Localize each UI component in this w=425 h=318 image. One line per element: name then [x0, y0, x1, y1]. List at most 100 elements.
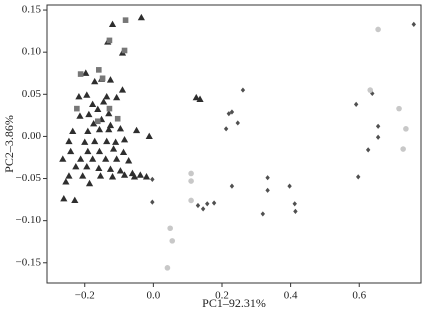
data-point	[356, 174, 361, 180]
data-point	[169, 238, 176, 244]
data-point	[188, 178, 194, 184]
data-point	[292, 201, 297, 207]
data-point	[205, 201, 210, 207]
data-point	[353, 101, 359, 108]
data-point	[96, 67, 102, 73]
data-point	[188, 170, 194, 177]
data-point	[375, 123, 381, 129]
data-point	[287, 183, 292, 189]
data-point	[260, 211, 266, 217]
x-tick-label: 0.6	[352, 290, 366, 302]
data-point	[89, 155, 97, 162]
data-point	[121, 47, 128, 54]
data-point	[119, 148, 128, 156]
data-point	[100, 98, 108, 105]
data-point	[229, 109, 235, 115]
data-point	[118, 86, 127, 93]
data-point	[226, 111, 232, 117]
data-point	[106, 165, 115, 172]
data-point	[122, 17, 129, 23]
data-point	[102, 155, 110, 162]
data-point	[211, 200, 217, 206]
data-point	[196, 95, 204, 102]
data-point	[137, 13, 145, 21]
data-point	[95, 125, 104, 133]
data-point	[91, 77, 99, 85]
data-point	[240, 87, 246, 93]
data-point	[95, 147, 104, 155]
data-point	[84, 127, 92, 134]
y-tick-label: −0.15	[16, 256, 42, 268]
data-point	[89, 100, 97, 108]
data-point	[120, 135, 129, 143]
data-point	[142, 173, 151, 180]
data-point	[132, 126, 141, 134]
data-point	[103, 137, 111, 145]
data-point	[167, 225, 173, 232]
data-point	[192, 93, 200, 101]
data-point	[94, 105, 102, 113]
data-point	[74, 105, 80, 112]
data-point	[106, 37, 113, 44]
data-point	[60, 194, 68, 202]
data-point	[164, 265, 171, 271]
data-point	[396, 105, 402, 112]
data-point	[265, 175, 270, 181]
data-point	[82, 69, 90, 76]
data-point	[150, 176, 155, 182]
y-tick-label: −0.10	[16, 214, 42, 226]
data-point	[108, 173, 117, 180]
data-point	[106, 105, 113, 112]
data-point	[188, 197, 194, 204]
data-point	[90, 119, 98, 127]
data-point	[69, 127, 77, 134]
data-point	[375, 26, 381, 33]
data-point	[223, 126, 229, 132]
y-tick-label: 0.00	[22, 130, 42, 142]
data-point	[108, 20, 117, 27]
data-point	[400, 146, 406, 152]
x-tick-label: 0.0	[146, 290, 160, 302]
x-tick-label: 0.2	[215, 290, 229, 302]
x-tick-label: 0.4	[284, 290, 298, 302]
data-point	[99, 75, 106, 82]
data-point	[136, 171, 144, 178]
data-point	[411, 21, 416, 27]
plot-frame	[46, 4, 422, 284]
data-point	[200, 206, 206, 212]
data-point	[367, 87, 374, 93]
data-point	[375, 134, 381, 140]
data-point	[83, 91, 91, 98]
data-point	[65, 137, 73, 145]
data-point	[114, 115, 121, 122]
data-point	[120, 171, 129, 178]
data-point	[113, 93, 121, 101]
data-point	[130, 173, 139, 180]
data-point	[72, 162, 80, 170]
data-point	[91, 137, 99, 145]
data-point	[195, 202, 201, 209]
data-point	[106, 121, 115, 129]
data-point	[112, 138, 120, 145]
data-point	[65, 172, 73, 179]
data-point	[77, 71, 84, 77]
y-tick-label: 0.05	[22, 88, 42, 100]
data-point	[265, 187, 270, 193]
data-point	[145, 132, 153, 140]
data-point	[103, 93, 111, 100]
data-point	[105, 109, 113, 117]
data-point	[125, 157, 133, 164]
data-point	[79, 172, 87, 179]
data-point	[75, 93, 83, 100]
x-tick-label: −0.2	[75, 290, 95, 302]
data-point	[150, 199, 155, 205]
data-point	[403, 126, 409, 132]
data-point	[235, 120, 240, 126]
data-point	[84, 147, 92, 155]
data-point	[105, 125, 113, 133]
data-point	[59, 155, 67, 162]
data-point	[106, 76, 115, 83]
data-point	[116, 125, 125, 132]
data-point	[96, 172, 105, 179]
data-point	[370, 90, 375, 97]
